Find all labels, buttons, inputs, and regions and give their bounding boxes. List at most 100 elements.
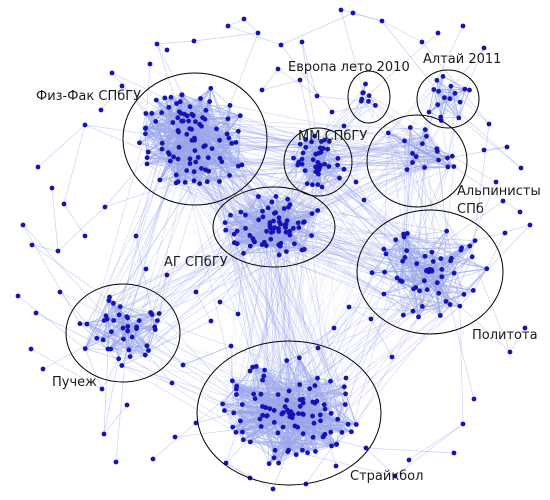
- graph-node: [416, 314, 421, 320]
- graph-edge: [298, 132, 389, 228]
- graph-edge: [222, 393, 346, 405]
- graph-edge: [159, 118, 206, 181]
- graph-edge: [228, 137, 325, 141]
- graph-node: [305, 450, 310, 456]
- graph-edge: [123, 338, 146, 356]
- graph-edge: [145, 113, 275, 423]
- graph-edge: [265, 245, 268, 416]
- graph-node: [206, 168, 212, 174]
- graph-edge: [302, 100, 362, 154]
- graph-edge: [79, 323, 155, 328]
- graph-edge: [146, 142, 163, 165]
- graph-edge: [145, 113, 230, 176]
- graph-node: [263, 243, 269, 249]
- graph-edge: [110, 320, 140, 350]
- graph-node: [259, 87, 265, 93]
- graph-edge: [148, 350, 263, 381]
- graph-edge: [265, 245, 346, 405]
- graph-edge: [184, 170, 209, 183]
- graph-edge: [189, 163, 259, 221]
- graph-node: [273, 210, 278, 216]
- graph-edge: [122, 327, 284, 428]
- graph-edge: [146, 157, 274, 222]
- graph-edge: [111, 72, 156, 122]
- graph-node: [304, 181, 310, 187]
- graph-node: [456, 115, 462, 121]
- graph-node: [125, 328, 130, 334]
- graph-node: [449, 153, 455, 159]
- graph-node: [422, 253, 428, 259]
- graph-edge: [236, 139, 325, 232]
- graph-edge: [86, 323, 303, 451]
- graph-edge: [22, 224, 81, 324]
- graph-node: [175, 179, 181, 185]
- graph-node: [297, 403, 303, 409]
- graph-node: [175, 156, 181, 162]
- graph-edge: [113, 214, 246, 321]
- graph-node: [517, 209, 523, 215]
- graph-node: [270, 229, 276, 234]
- graph-edge: [439, 247, 462, 316]
- graph-edge: [242, 431, 276, 451]
- graph-node: [315, 208, 321, 213]
- graph-node: [164, 272, 170, 278]
- graph-node: [295, 162, 301, 168]
- graph-edge: [383, 247, 462, 250]
- graph-node: [33, 310, 39, 316]
- graph-node: [400, 258, 405, 264]
- graph-edge: [267, 207, 304, 415]
- graph-node: [228, 212, 233, 218]
- graph-edge: [447, 93, 456, 167]
- graph-edge: [198, 157, 222, 163]
- graph-node: [307, 386, 313, 392]
- graph-edge: [302, 433, 304, 451]
- graph-edge: [438, 160, 448, 232]
- graph-edge: [302, 249, 385, 273]
- graph-edge: [243, 18, 259, 34]
- graph-node: [312, 383, 318, 388]
- graph-edge: [195, 121, 328, 150]
- graph-edge: [180, 101, 193, 115]
- graph-edge: [266, 159, 439, 232]
- graph-edge: [156, 40, 195, 45]
- graph-node: [295, 220, 301, 226]
- graph-node: [369, 270, 375, 276]
- graph-edge: [272, 450, 289, 490]
- graph-edge: [240, 228, 294, 422]
- graph-node: [318, 418, 323, 424]
- graph-node: [260, 412, 265, 418]
- graph-edge: [270, 162, 413, 229]
- graph-node: [289, 415, 295, 421]
- graph-edge: [324, 139, 439, 161]
- graph-edge: [267, 207, 305, 223]
- graph-edge: [225, 230, 292, 412]
- graph-node: [326, 164, 332, 169]
- graph-edge: [189, 128, 303, 160]
- graph-edge: [233, 242, 263, 407]
- graph-edge: [159, 170, 209, 181]
- graph-edge: [121, 85, 147, 114]
- graph-edge: [236, 385, 262, 395]
- graph-edge: [266, 166, 455, 246]
- graph-node: [234, 241, 240, 247]
- graph-edge: [249, 245, 301, 400]
- graph-edge: [270, 239, 308, 453]
- graph-edge: [261, 68, 279, 91]
- graph-edge: [312, 112, 430, 417]
- graph-node: [457, 99, 463, 105]
- graph-edge: [161, 148, 242, 213]
- graph-node: [500, 198, 506, 204]
- graph-edge: [288, 206, 428, 291]
- graph-node: [217, 137, 223, 143]
- graph-node: [300, 396, 306, 402]
- graph-edge: [219, 301, 239, 315]
- graph-edge: [230, 345, 233, 381]
- graph-node: [363, 445, 369, 451]
- graph-edge: [387, 132, 408, 170]
- graph-node: [260, 404, 265, 409]
- graph-node: [207, 99, 213, 104]
- graph-edge: [365, 447, 455, 454]
- graph-edge: [381, 20, 460, 119]
- graph-edge: [172, 122, 237, 143]
- graph-node: [276, 252, 282, 258]
